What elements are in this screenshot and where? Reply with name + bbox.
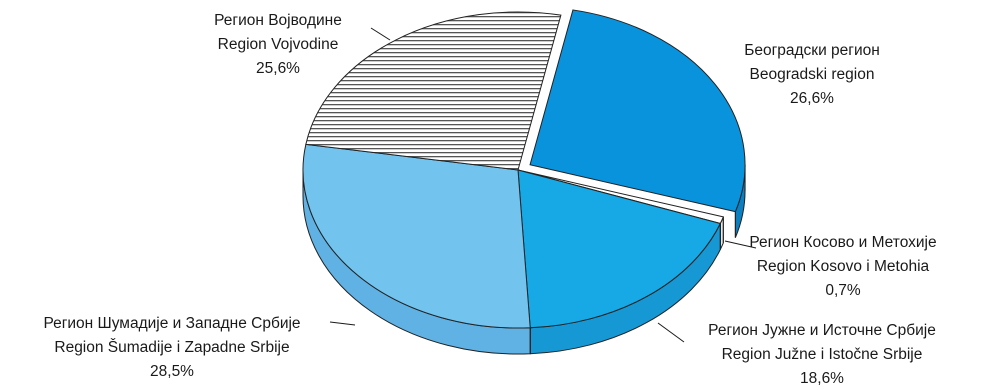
leader-line-region-sumadije-i-zapadne-srbije bbox=[329, 321, 356, 326]
value-label-region-kosovo-i-metohia: 0,7% bbox=[825, 282, 861, 299]
pie-slice-region-juzne-i-istocne-srbije bbox=[517, 169, 722, 329]
label-cyrillic-beogradski-region: Београдски регион bbox=[744, 42, 880, 59]
label-latin-region-kosovo-i-metohia: Region Kosovo i Metohia bbox=[757, 258, 930, 275]
label-latin-region-vojvodine: Region Vojvodine bbox=[218, 36, 339, 53]
pie-slice-beogradski-region bbox=[529, 9, 746, 213]
label-latin-region-sumadije-i-zapadne-srbije: Region Šumadije i Zapadne Srbije bbox=[54, 339, 289, 356]
pie-slice-region-sumadije-i-zapadne-srbije bbox=[302, 143, 531, 329]
value-label-region-vojvodine: 25,6% bbox=[256, 60, 300, 77]
label-cyrillic-region-vojvodine: Регион Војводине bbox=[214, 12, 342, 29]
label-cyrillic-region-juzne-i-istocne-srbije: Регион Јужне и Источне Србије bbox=[708, 322, 936, 339]
label-latin-beogradski-region: Beogradski region bbox=[750, 66, 875, 83]
value-label-region-sumadije-i-zapadne-srbije: 28,5% bbox=[150, 363, 194, 380]
leader-line-region-juzne-i-istocne-srbije bbox=[657, 322, 685, 343]
label-cyrillic-region-sumadije-i-zapadne-srbije: Регион Шумадије и Западне Србије bbox=[43, 315, 300, 332]
value-label-beogradski-region: 26,6% bbox=[790, 90, 834, 107]
leader-line-region-vojvodine bbox=[370, 27, 391, 41]
value-label-region-juzne-i-istocne-srbije: 18,6% bbox=[800, 370, 844, 387]
pie-slice-region-vojvodine bbox=[305, 11, 562, 171]
label-cyrillic-region-kosovo-i-metohia: Регион Косово и Метохије bbox=[749, 234, 936, 251]
label-latin-region-juzne-i-istocne-srbije: Region Južne i Istočne Srbije bbox=[722, 346, 923, 363]
leader-line-region-kosovo-i-metohia bbox=[724, 240, 757, 249]
